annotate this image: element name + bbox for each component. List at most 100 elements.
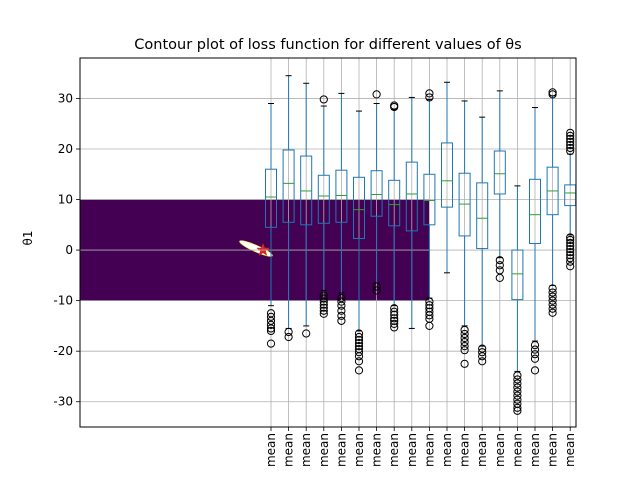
box-outlier xyxy=(354,366,364,375)
box-outlier xyxy=(354,348,364,357)
box-outlier xyxy=(566,131,575,140)
x-tick-label: mean xyxy=(475,433,489,467)
box-outlier xyxy=(354,352,364,361)
box-outlier xyxy=(425,301,434,310)
box-outlier xyxy=(478,357,487,366)
box-outlier xyxy=(319,303,328,312)
box-body xyxy=(335,169,348,223)
y-tick-label: 10 xyxy=(58,193,73,207)
box-body xyxy=(529,178,541,245)
box-outlier xyxy=(319,300,328,309)
box-outlier xyxy=(302,329,311,338)
box-outlier xyxy=(390,101,399,110)
box-outlier xyxy=(390,307,399,316)
chart-title: Contour plot of loss function for differ… xyxy=(134,37,521,53)
box-body xyxy=(317,174,330,224)
box-outlier xyxy=(566,134,575,143)
x-tick-label: mean xyxy=(334,433,348,467)
box-body xyxy=(476,182,489,250)
box-outlier xyxy=(513,379,522,388)
box-outlier xyxy=(319,306,328,315)
box-outlier xyxy=(548,88,557,97)
box-outlier xyxy=(354,332,364,342)
box-outlier xyxy=(478,352,487,361)
box-outlier xyxy=(495,261,504,270)
box-outlier xyxy=(319,294,328,303)
box-outlier xyxy=(425,297,434,306)
x-tick-label: mean xyxy=(440,433,454,467)
y-tick-label: 20 xyxy=(58,142,73,156)
box-outlier xyxy=(390,310,399,319)
box-outlier xyxy=(566,128,575,137)
x-tick-label: mean xyxy=(282,433,296,467)
box-outlier xyxy=(478,348,487,357)
y-tick-label: 30 xyxy=(58,91,73,105)
box-outlier xyxy=(425,93,434,102)
box-outlier xyxy=(460,333,469,343)
x-tick-label: mean xyxy=(422,433,436,467)
box-outlier xyxy=(319,297,328,306)
box-outlier xyxy=(425,89,434,98)
box-body xyxy=(423,173,436,226)
box-outlier xyxy=(566,238,575,248)
box-outlier xyxy=(495,273,504,282)
x-tick-label: mean xyxy=(299,433,313,467)
box-outlier xyxy=(319,309,328,318)
box-outlier xyxy=(460,325,469,335)
box-outlier xyxy=(266,324,276,333)
box-outlier xyxy=(566,241,575,251)
box-body xyxy=(282,149,295,223)
box-outlier xyxy=(390,314,399,323)
box-body xyxy=(300,155,313,226)
x-tick-label: mean xyxy=(546,433,560,467)
box-outlier xyxy=(372,90,381,99)
box-outlier xyxy=(266,320,276,329)
box-outlier xyxy=(530,341,540,350)
box-outlier xyxy=(548,308,557,317)
box-body xyxy=(511,249,524,301)
minimum-star-marker xyxy=(256,243,270,256)
box-outlier xyxy=(460,346,469,355)
box-body xyxy=(493,150,506,195)
box-outlier xyxy=(354,335,364,345)
box-outlier xyxy=(337,297,346,306)
x-tick-label: mean xyxy=(528,433,542,467)
box-outlier xyxy=(513,375,522,384)
box-outlier xyxy=(425,321,434,331)
box-outlier xyxy=(460,329,469,339)
axes-frame xyxy=(79,57,577,428)
y-tick-label: -20 xyxy=(53,344,73,358)
box-outlier xyxy=(337,311,346,320)
box-outlier xyxy=(266,326,276,336)
box-outlier xyxy=(513,406,522,415)
box-outlier xyxy=(495,256,504,265)
box-outlier xyxy=(513,371,522,380)
box-outlier xyxy=(566,248,575,257)
x-tick-label: mean xyxy=(264,433,278,467)
box-body xyxy=(370,170,383,217)
x-tick-label: mean xyxy=(370,433,384,467)
box-outlier xyxy=(566,257,575,266)
box-outlier xyxy=(319,95,328,104)
box-outlier xyxy=(530,350,540,359)
box-outlier xyxy=(566,137,575,147)
box-outlier xyxy=(513,403,522,412)
box-outlier xyxy=(354,357,364,366)
box-body xyxy=(458,172,471,237)
box-outlier xyxy=(566,235,575,245)
box-outlier xyxy=(372,282,381,291)
box-outlier xyxy=(390,304,399,313)
box-outlier xyxy=(337,306,346,315)
box-outlier xyxy=(548,288,557,297)
box-outlier xyxy=(266,312,276,321)
x-tick-label: mean xyxy=(405,433,419,467)
box-outlier xyxy=(566,251,575,260)
y-tick-label: -10 xyxy=(53,294,73,308)
box-outlier xyxy=(513,391,522,400)
box-body xyxy=(441,142,453,208)
box-body xyxy=(265,168,277,228)
y-axis-label: θ1 xyxy=(21,231,35,246)
